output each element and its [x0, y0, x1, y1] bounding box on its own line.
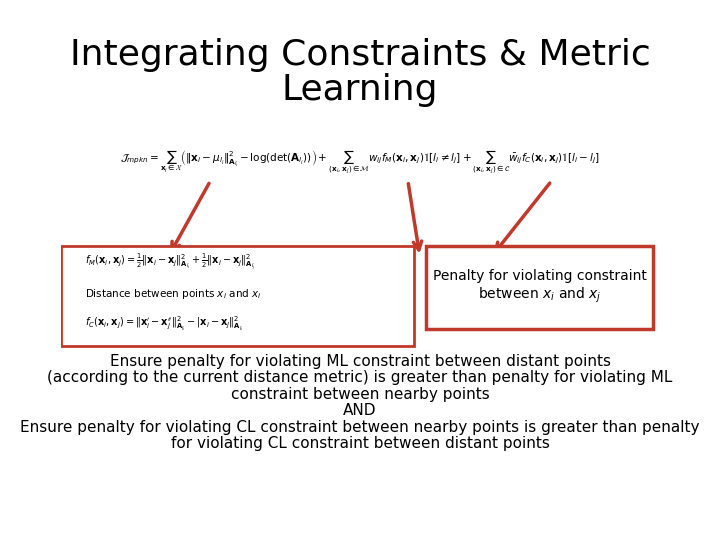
- Text: Ensure penalty for violating CL constraint between nearby points is greater than: Ensure penalty for violating CL constrai…: [20, 420, 700, 435]
- Text: $\mathcal{J}_{mpkn} = \sum_{\mathbf{x}_i \in \mathcal{X}} \left(\|\mathbf{x}_i -: $\mathcal{J}_{mpkn} = \sum_{\mathbf{x}_i…: [120, 148, 600, 176]
- Text: Ensure penalty for violating ML constraint between distant points: Ensure penalty for violating ML constrai…: [109, 354, 611, 369]
- Text: $f_C(\mathbf{x}_i, \mathbf{x}_j) = \|\mathbf{x}_i' - \mathbf{x}_j''\|^2_{\mathbf: $f_C(\mathbf{x}_i, \mathbf{x}_j) = \|\ma…: [85, 314, 243, 334]
- Text: Integrating Constraints & Metric: Integrating Constraints & Metric: [70, 38, 650, 72]
- Text: Distance between points $x_i$ and $x_i$: Distance between points $x_i$ and $x_i$: [85, 287, 261, 301]
- Text: (according to the current distance metric) is greater than penalty for violating: (according to the current distance metri…: [48, 370, 672, 385]
- FancyBboxPatch shape: [426, 246, 653, 329]
- Text: $f_M(\mathbf{x}_i,\mathbf{x}_j) = \frac{1}{2}\|\mathbf{x}_i - \mathbf{x}_j\|^2_{: $f_M(\mathbf{x}_i,\mathbf{x}_j) = \frac{…: [85, 252, 255, 272]
- Text: Learning: Learning: [282, 73, 438, 107]
- Text: constraint between nearby points: constraint between nearby points: [230, 387, 490, 402]
- Text: for violating CL constraint between distant points: for violating CL constraint between dist…: [171, 436, 549, 451]
- FancyBboxPatch shape: [60, 246, 414, 346]
- Text: Penalty for violating constraint
between $x_i$ and $x_j$: Penalty for violating constraint between…: [433, 269, 647, 305]
- Text: AND: AND: [343, 403, 377, 418]
